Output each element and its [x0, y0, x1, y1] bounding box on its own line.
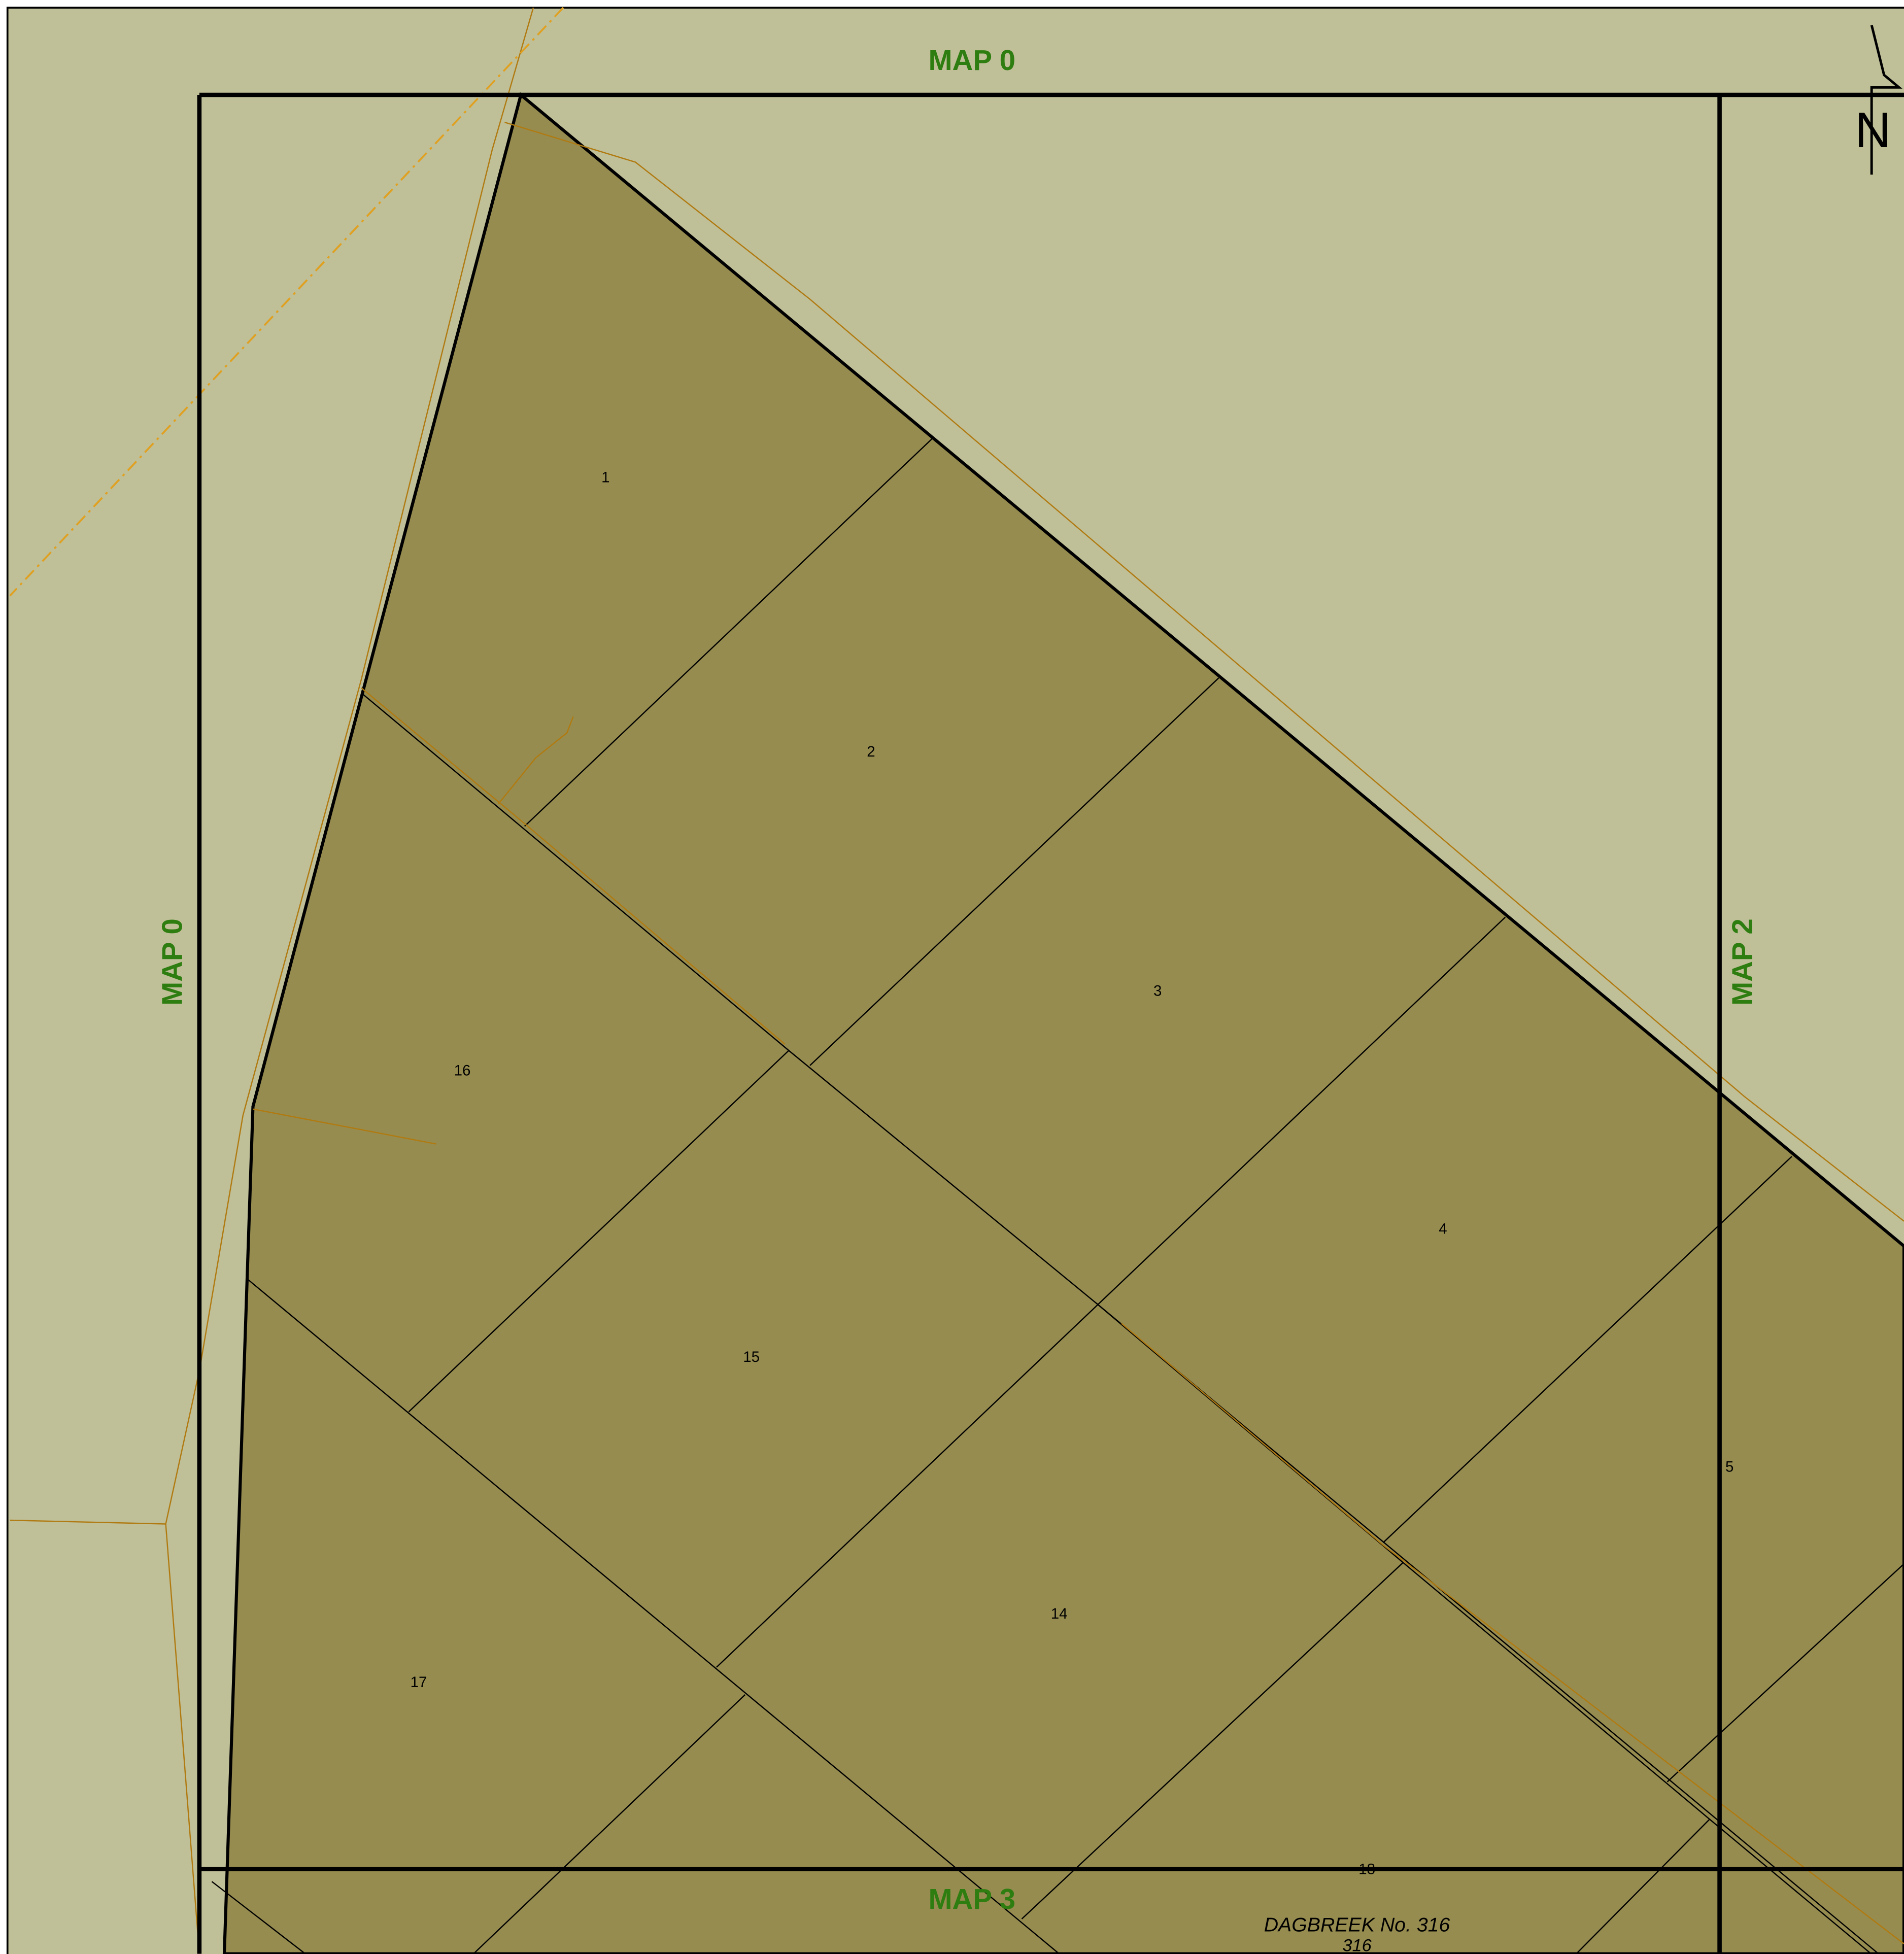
map-label: MAP 2: [1726, 918, 1758, 1006]
roads: [9, 7, 1904, 1954]
parcel-number: 18: [1358, 1861, 1375, 1877]
railway: [9, 7, 564, 597]
north-label: N: [1855, 102, 1891, 158]
parcel-line: [1021, 1562, 1404, 1919]
parcel-line: [408, 1050, 790, 1413]
road: [253, 1108, 436, 1145]
road: [361, 687, 786, 1045]
road: [498, 716, 574, 804]
parcel-lines: [211, 438, 1904, 1954]
parcel-line: [1096, 1302, 1880, 1954]
sheet-frame: [197, 92, 1904, 1954]
parcel-number: 17: [411, 1674, 427, 1691]
parcel-number: 1: [601, 469, 609, 486]
parcel-number: 5: [1725, 1458, 1733, 1475]
parcel-line: [246, 1278, 1060, 1954]
road: [10, 1519, 166, 1525]
parcel-line: [1382, 1156, 1792, 1544]
map-label: MAP 0: [929, 44, 1016, 76]
north-arrow-shape: [1870, 24, 1902, 175]
farm-number: 316: [1342, 1936, 1372, 1954]
parcel-number: 14: [1051, 1605, 1068, 1622]
farm-name: DAGBREEK No. 316: [1264, 1913, 1450, 1936]
parcel-number: 2: [867, 743, 875, 760]
parcel-line: [361, 692, 1873, 1954]
parcel-line: [716, 916, 1506, 1668]
road: [504, 121, 1904, 1222]
parcel-line: [473, 1694, 746, 1954]
parcel-number: 3: [1153, 982, 1162, 999]
parcel-number: 16: [454, 1062, 471, 1079]
road: [1121, 1323, 1904, 1944]
map-label: MAP 0: [156, 918, 188, 1006]
parcel-line: [1576, 1819, 1710, 1954]
map-label: MAP 3: [929, 1883, 1016, 1915]
north-arrow: N: [1855, 24, 1902, 175]
parcel-number: 15: [743, 1349, 760, 1365]
parcel-line: [1667, 1563, 1904, 1782]
parcel-line: [524, 438, 933, 827]
parcel-line: [809, 677, 1219, 1066]
parcel-line: [211, 1881, 306, 1954]
parcel-number: 4: [1439, 1220, 1447, 1237]
